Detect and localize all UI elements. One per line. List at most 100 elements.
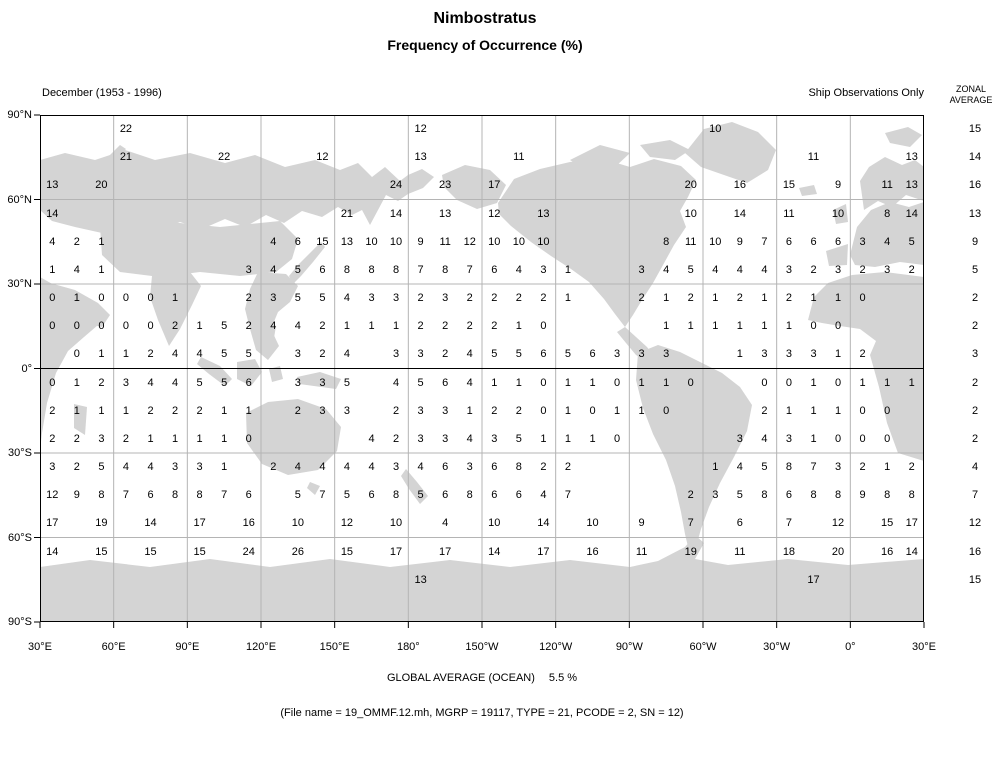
grid-cell-value: 8 [785,461,792,474]
grid-cell-value: 0 [540,376,547,389]
grid-cell-value: 2 [49,404,56,417]
grid-cell-value: 4 [294,320,301,333]
grid-cell-value: 3 [638,263,645,276]
grid-cell-value: 1 [343,320,350,333]
grid-cell-value: 4 [270,320,277,333]
grid-cell-value: 2 [785,292,792,305]
grid-cell-value: 4 [171,376,179,389]
grid-cell-value: 0 [589,404,596,417]
grid-cell-value: 7 [564,489,571,502]
grid-cell-value: 2 [687,292,694,305]
grid-cell-value: 6 [319,263,326,276]
land-borneo [237,359,262,386]
grid-cell-value: 1 [761,292,768,305]
grid-cell-value: 5 [319,292,326,305]
grid-cell-value: 3 [466,461,473,474]
land-sulawesi [269,366,283,382]
grid-cell-value: 6 [540,348,547,361]
grid-cell-value: 0 [663,404,670,417]
grid-cell-value: 4 [73,263,80,276]
period-label: December (1953 - 1996) [42,87,162,99]
grid-cell-value: 1 [761,320,768,333]
grid-cell-value: 15 [316,235,329,248]
grid-cell-value: 2 [147,348,154,361]
grid-cell-value: 10 [291,517,304,530]
grid-cell-value: 6 [810,235,817,248]
grid-cell-value: 3 [122,376,129,389]
grid-cell-value: 2 [859,263,866,276]
grid-cell-value: 6 [785,235,792,248]
grid-cell-value: 4 [540,489,547,502]
land-arabia [47,283,110,327]
map-frame [40,115,924,622]
grid-cell-value: 8 [663,235,670,248]
grid-cell-value: 2 [687,489,694,502]
grid-cell-value: 3 [884,263,891,276]
grid-cell-value: 10 [684,207,697,220]
grid-cell-value: 9 [638,517,645,530]
lon-tick-label: 30°E [28,641,52,653]
grid-cell-value: 1 [663,292,670,305]
grid-cell-value: 0 [834,376,842,389]
grid-cell-value: 5 [736,489,743,502]
grid-cell-value: 3 [417,432,424,445]
grid-cell-value: 5 [564,348,571,361]
grid-cell-value: 0 [859,404,866,417]
grid-cell-value: 1 [564,404,571,417]
grid-cell-value: 1 [785,320,792,333]
grid-cell-value: 0 [540,404,547,417]
land-new-guinea [297,372,341,389]
grid-cell-value: 10 [512,235,525,248]
grid-cell-value: 10 [537,235,550,248]
land-sumatra [197,357,232,386]
grid-cell-value: 1 [221,432,228,445]
grid-cell-value: 3 [294,348,301,361]
grid-values-layer: 22 12 10 21 22 12 13 11 11 13 13 20 24 23 17 20 16 15 9 11 1… [40,115,924,622]
grid-cell-value: 14 [389,207,403,220]
grid-cell-value: 21 [340,207,354,220]
grid-cell-value: 3 [442,404,449,417]
land-south-america [636,345,752,551]
grid-cell-value: 1 [122,348,129,361]
grid-cell-value: 17 [537,545,550,558]
grid-cell-value: 1 [98,404,105,417]
land-svalbard [885,127,922,147]
grid-cell-value: 1 [859,376,866,389]
world-map-graphic [34,114,925,628]
grid-cell-value: 15 [95,545,108,558]
zonal-average-value: 2 [971,320,979,333]
grid-cell-value: 2 [859,348,866,361]
grid-cell-value: 0 [540,320,547,333]
grid-cell-value: 5 [417,376,424,389]
grid-cell-value: 1 [171,432,179,445]
grid-cell-value: 10 [709,123,722,136]
grid-cell-value: 10 [709,235,722,248]
grid-cell-value: 0 [834,432,842,445]
grid-cell-value: 8 [834,489,842,502]
grid-cell-value: 5 [221,320,228,333]
grid-cell-value: 4 [466,348,473,361]
grid-cell-value: 2 [442,320,449,333]
lon-tick-label: 150°W [465,641,499,653]
file-info-label: (File name = 19_OMMF.12.mh, MGRP = 19117… [280,707,684,719]
grid-cell-value: 11 [881,179,893,192]
grid-cell-value: 15 [144,545,157,558]
lon-tick-label: 150°E [319,641,350,653]
zonal-average-value: 5 [971,263,979,276]
lon-tick-label: 180° [396,641,420,653]
grid-cell-value: 3 [417,348,424,361]
grid-cell-value: 2 [73,235,80,248]
grid-cell-value: 12 [46,489,59,502]
lat-tick-label: 90°N [7,109,32,121]
grid-cell-value: 10 [831,207,845,220]
grid-cell-value: 0 [834,320,842,333]
grid-cell-value: 3 [196,461,203,474]
grid-cell-value: 20 [831,545,845,558]
grid-cell-value: 0 [49,376,56,389]
grid-cell-value: 4 [270,235,277,248]
grid-cell-value: 7 [761,235,768,248]
grid-cell-value: 2 [564,461,571,474]
grid-cell-value: 2 [810,263,817,276]
grid-cell-value: 2 [417,292,424,305]
grid-cell-value: 7 [221,489,228,502]
